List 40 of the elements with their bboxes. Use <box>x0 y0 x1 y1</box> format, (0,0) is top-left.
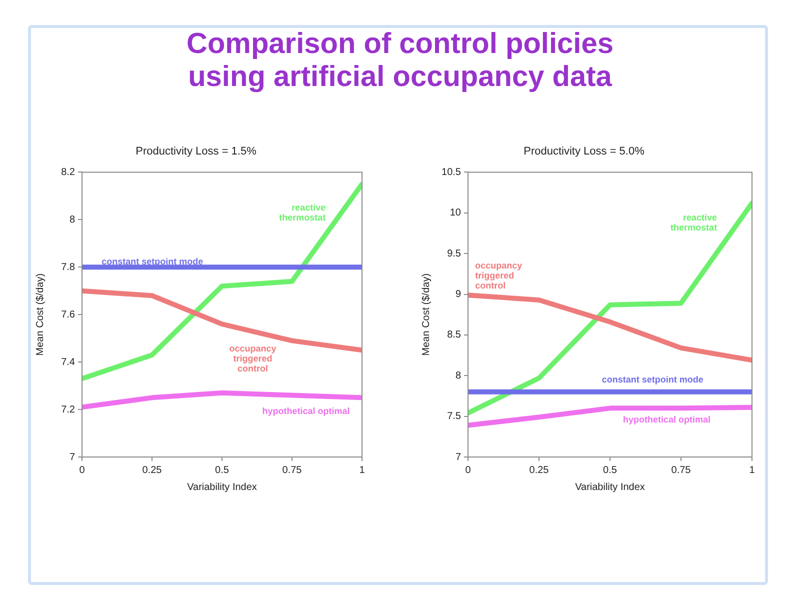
x-tick-label: 1 <box>749 464 756 476</box>
y-tick-label: 8 <box>69 214 76 226</box>
x-tick-label: 0.75 <box>671 464 692 476</box>
x-tick-label: 0 <box>79 464 86 476</box>
series-label: constant setpoint mode <box>602 374 704 385</box>
series-label: constant setpoint mode <box>102 256 204 267</box>
y-tick-label: 7.5 <box>447 411 462 422</box>
y-axis-title: Mean Cost ($/day) <box>34 273 46 356</box>
x-axis-title: Variability Index <box>187 482 257 493</box>
y-tick-label: 9.5 <box>447 248 462 260</box>
chart-title: Productivity Loss = 1.5% <box>136 146 257 158</box>
series-label: occupancy triggered control <box>229 343 276 374</box>
y-tick-label: 7.6 <box>61 309 76 320</box>
x-axis-title: Variability Index <box>575 482 645 493</box>
x-tick-label: 0.25 <box>142 464 162 476</box>
y-tick-label: 8.5 <box>447 330 462 341</box>
x-tick-label: 0.5 <box>603 464 618 476</box>
series-label: reactive thermostat <box>279 202 326 223</box>
x-tick-label: 0.25 <box>529 464 550 476</box>
y-tick-label: 8 <box>455 370 462 382</box>
chart-title: Productivity Loss = 5.0% <box>524 146 645 158</box>
series-label: hypothetical optimal <box>262 406 350 416</box>
y-axis-title: Mean Cost ($/day) <box>420 273 432 356</box>
y-tick-label: 7.2 <box>61 404 76 416</box>
series-label: hypothetical optimal <box>623 414 711 424</box>
x-tick-label: 0.5 <box>215 464 230 476</box>
series-label: reactive thermostat <box>670 212 718 232</box>
y-tick-label: 8.2 <box>61 166 76 178</box>
y-tick-label: 10.5 <box>442 166 462 178</box>
y-tick-label: 7 <box>69 452 76 463</box>
y-tick-label: 10 <box>450 208 462 219</box>
x-tick-label: 0 <box>465 464 472 476</box>
x-tick-label: 1 <box>359 464 366 476</box>
y-tick-label: 7.4 <box>61 356 76 368</box>
y-tick-label: 7 <box>455 452 462 463</box>
y-tick-label: 7.8 <box>61 262 76 273</box>
series-label: occupancy triggered control <box>475 260 522 291</box>
y-tick-label: 9 <box>455 289 462 300</box>
text: Comparison of control policies using artificial occupancy data <box>186 28 614 94</box>
x-tick-label: 0.75 <box>282 464 302 476</box>
